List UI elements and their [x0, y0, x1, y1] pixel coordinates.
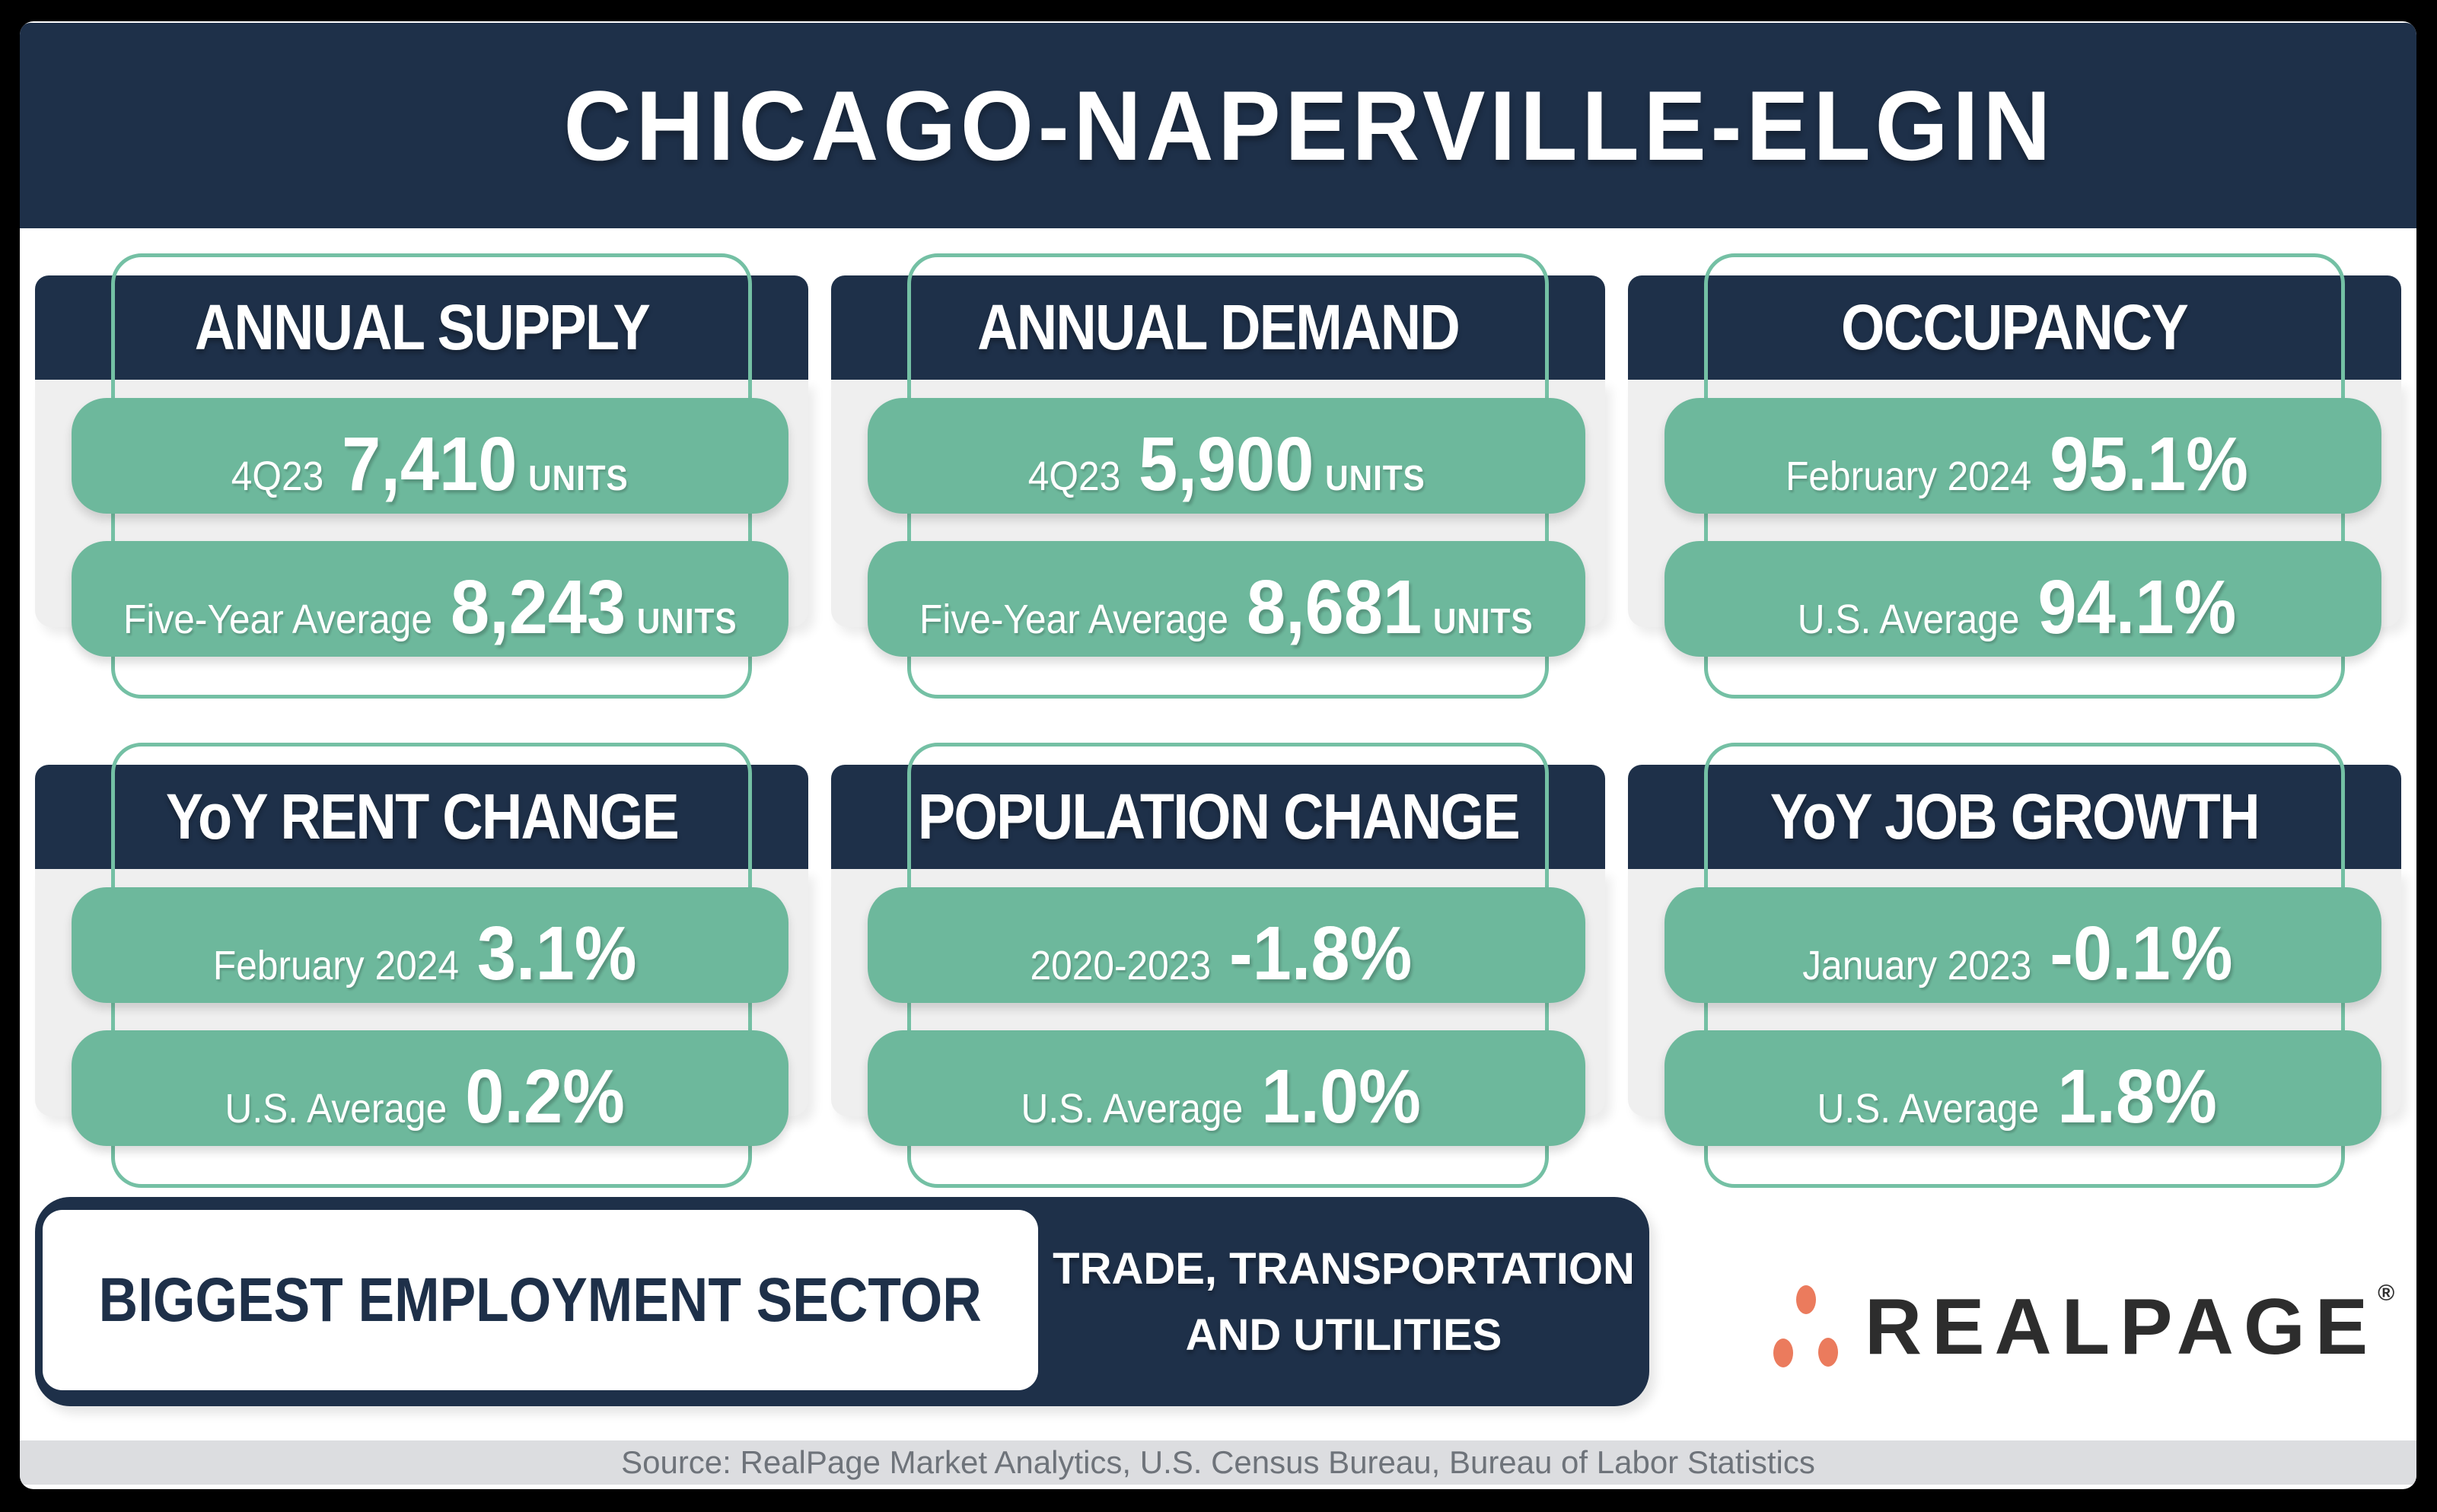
stat-pill-content: U.S. Average 0.2% — [225, 1053, 636, 1141]
stat-pill-comparison: Five-Year Average 8,681 UNITS — [868, 541, 1585, 657]
stat-pill-content: 4Q23 5,900 UNITS — [1028, 421, 1426, 508]
stat-period-label: Five-Year Average — [123, 597, 432, 642]
stat-pill-current: 2020-2023 -1.8% — [868, 887, 1585, 1003]
card-header: OCCUPANCY — [1627, 275, 2401, 380]
realpage-dots-icon — [1773, 1285, 1838, 1367]
stat-pill-content: February 2024 3.1% — [212, 910, 647, 998]
card-title: ANNUAL DEMAND — [977, 291, 1461, 363]
stat-value: -0.1% — [2049, 911, 2233, 996]
title-band: CHICAGO-NAPERVILLE-ELGIN — [20, 23, 2416, 228]
stat-value: 1.0% — [1261, 1054, 1421, 1139]
stat-period-label: 4Q23 — [231, 454, 324, 499]
employment-sector-value-line2: AND UTILITIES — [1185, 1310, 1502, 1360]
realpage-logo: REALPAGE® — [1773, 1281, 2394, 1372]
stat-period-label: Five-Year Average — [919, 597, 1229, 642]
infographic-page: CHICAGO-NAPERVILLE-ELGIN ANNUAL SUPPLY 4… — [20, 21, 2416, 1489]
stat-unit-label: UNITS — [1324, 458, 1426, 498]
card-header: ANNUAL SUPPLY — [35, 275, 809, 380]
card-header: POPULATION CHANGE — [831, 765, 1605, 869]
employment-sector-label: BIGGEST EMPLOYMENT SECTOR — [98, 1265, 983, 1335]
stat-pill-content: U.S. Average 94.1% — [1798, 564, 2247, 651]
employment-sector-value-line1: TRADE, TRANSPORTATION — [1053, 1243, 1635, 1294]
stat-value: 8,243 — [450, 565, 626, 650]
metric-card-occupancy: OCCUPANCY February 2024 95.1% U.S. Avera… — [1627, 253, 2401, 699]
stat-pill-content: Five-Year Average 8,243 UNITS — [123, 564, 737, 651]
stat-pill-current: 4Q23 7,410 UNITS — [72, 398, 789, 514]
realpage-logo-text: REALPAGE® — [1865, 1280, 2395, 1371]
metric-card-yoy-job-growth: YoY JOB GROWTH January 2023 -0.1% U.S. A… — [1627, 743, 2401, 1188]
employment-sector-label-box: BIGGEST EMPLOYMENT SECTOR — [43, 1210, 1038, 1390]
biggest-employment-sector-bar: BIGGEST EMPLOYMENT SECTOR TRADE, TRANSPO… — [35, 1197, 1649, 1406]
stat-period-label: U.S. Average — [225, 1086, 447, 1132]
stat-value: 94.1% — [2037, 565, 2237, 650]
card-header: YoY RENT CHANGE — [35, 765, 809, 869]
stat-pill-comparison: Five-Year Average 8,243 UNITS — [72, 541, 789, 657]
metric-card-population-change: POPULATION CHANGE 2020-2023 -1.8% U.S. A… — [831, 743, 1605, 1188]
stat-pill-content: 4Q23 7,410 UNITS — [231, 421, 629, 508]
stat-pill-comparison: U.S. Average 1.0% — [868, 1030, 1585, 1146]
source-text: Source: RealPage Market Analytics, U.S. … — [621, 1444, 1815, 1480]
stat-pill-content: February 2024 95.1% — [1786, 421, 2260, 508]
stat-unit-label: UNITS — [1433, 601, 1534, 641]
stat-pill-current: February 2024 95.1% — [1664, 398, 2381, 514]
card-header: YoY JOB GROWTH — [1627, 765, 2401, 869]
stat-value: 1.8% — [2057, 1054, 2218, 1139]
stat-pill-comparison: U.S. Average 0.2% — [72, 1030, 789, 1146]
stat-pill-comparison: U.S. Average 94.1% — [1664, 541, 2381, 657]
stat-value: 7,410 — [342, 422, 518, 507]
card-header: ANNUAL DEMAND — [831, 275, 1605, 380]
stat-period-label: U.S. Average — [1817, 1086, 2040, 1132]
card-title: POPULATION CHANGE — [917, 781, 1520, 852]
page-title: CHICAGO-NAPERVILLE-ELGIN — [563, 70, 2056, 181]
stat-period-label: 4Q23 — [1027, 454, 1121, 499]
card-title: YoY RENT CHANGE — [165, 781, 680, 852]
stat-period-label: February 2024 — [212, 943, 459, 988]
stat-period-label: 2020-2023 — [1030, 943, 1211, 988]
stat-value: 0.2% — [464, 1054, 625, 1139]
stat-pill-current: January 2023 -0.1% — [1664, 887, 2381, 1003]
stat-value: 5,900 — [1138, 422, 1314, 507]
stat-period-label: February 2024 — [1786, 454, 2032, 499]
stat-pill-content: U.S. Average 1.8% — [1817, 1053, 2228, 1141]
stat-period-label: U.S. Average — [1021, 1086, 1244, 1132]
employment-sector-value: TRADE, TRANSPORTATION AND UTILITIES — [1038, 1197, 1649, 1406]
card-title: OCCUPANCY — [1841, 291, 2189, 363]
stat-value: 8,681 — [1247, 565, 1422, 650]
stat-value: -1.8% — [1228, 911, 1413, 996]
metric-card-annual-demand: ANNUAL DEMAND 4Q23 5,900 UNITS Five-Year… — [831, 253, 1605, 699]
stat-period-label: U.S. Average — [1798, 597, 2020, 642]
stat-pill-content: January 2023 -0.1% — [1802, 910, 2244, 998]
stat-pill-current: 4Q23 5,900 UNITS — [868, 398, 1585, 514]
card-title: YoY JOB GROWTH — [1770, 781, 2260, 852]
registered-trademark-symbol: ® — [2378, 1280, 2395, 1306]
card-title: ANNUAL SUPPLY — [194, 291, 650, 363]
stat-pill-content: Five-Year Average 8,681 UNITS — [919, 564, 1533, 651]
metric-card-annual-supply: ANNUAL SUPPLY 4Q23 7,410 UNITS Five-Year… — [35, 253, 809, 699]
stat-pill-content: 2020-2023 -1.8% — [1030, 910, 1423, 998]
stat-pill-current: February 2024 3.1% — [72, 887, 789, 1003]
stat-unit-label: UNITS — [636, 601, 737, 641]
metric-card-yoy-rent-change: YoY RENT CHANGE February 2024 3.1% U.S. … — [35, 743, 809, 1188]
metric-cards-grid: ANNUAL SUPPLY 4Q23 7,410 UNITS Five-Year… — [35, 253, 2401, 1188]
stat-pill-content: U.S. Average 1.0% — [1021, 1053, 1432, 1141]
source-band: Source: RealPage Market Analytics, U.S. … — [20, 1440, 2416, 1485]
stat-value: 3.1% — [476, 911, 637, 996]
stat-period-label: January 2023 — [1801, 943, 2031, 988]
stat-unit-label: UNITS — [528, 458, 629, 498]
stat-pill-comparison: U.S. Average 1.8% — [1664, 1030, 2381, 1146]
stat-value: 95.1% — [2050, 422, 2249, 507]
